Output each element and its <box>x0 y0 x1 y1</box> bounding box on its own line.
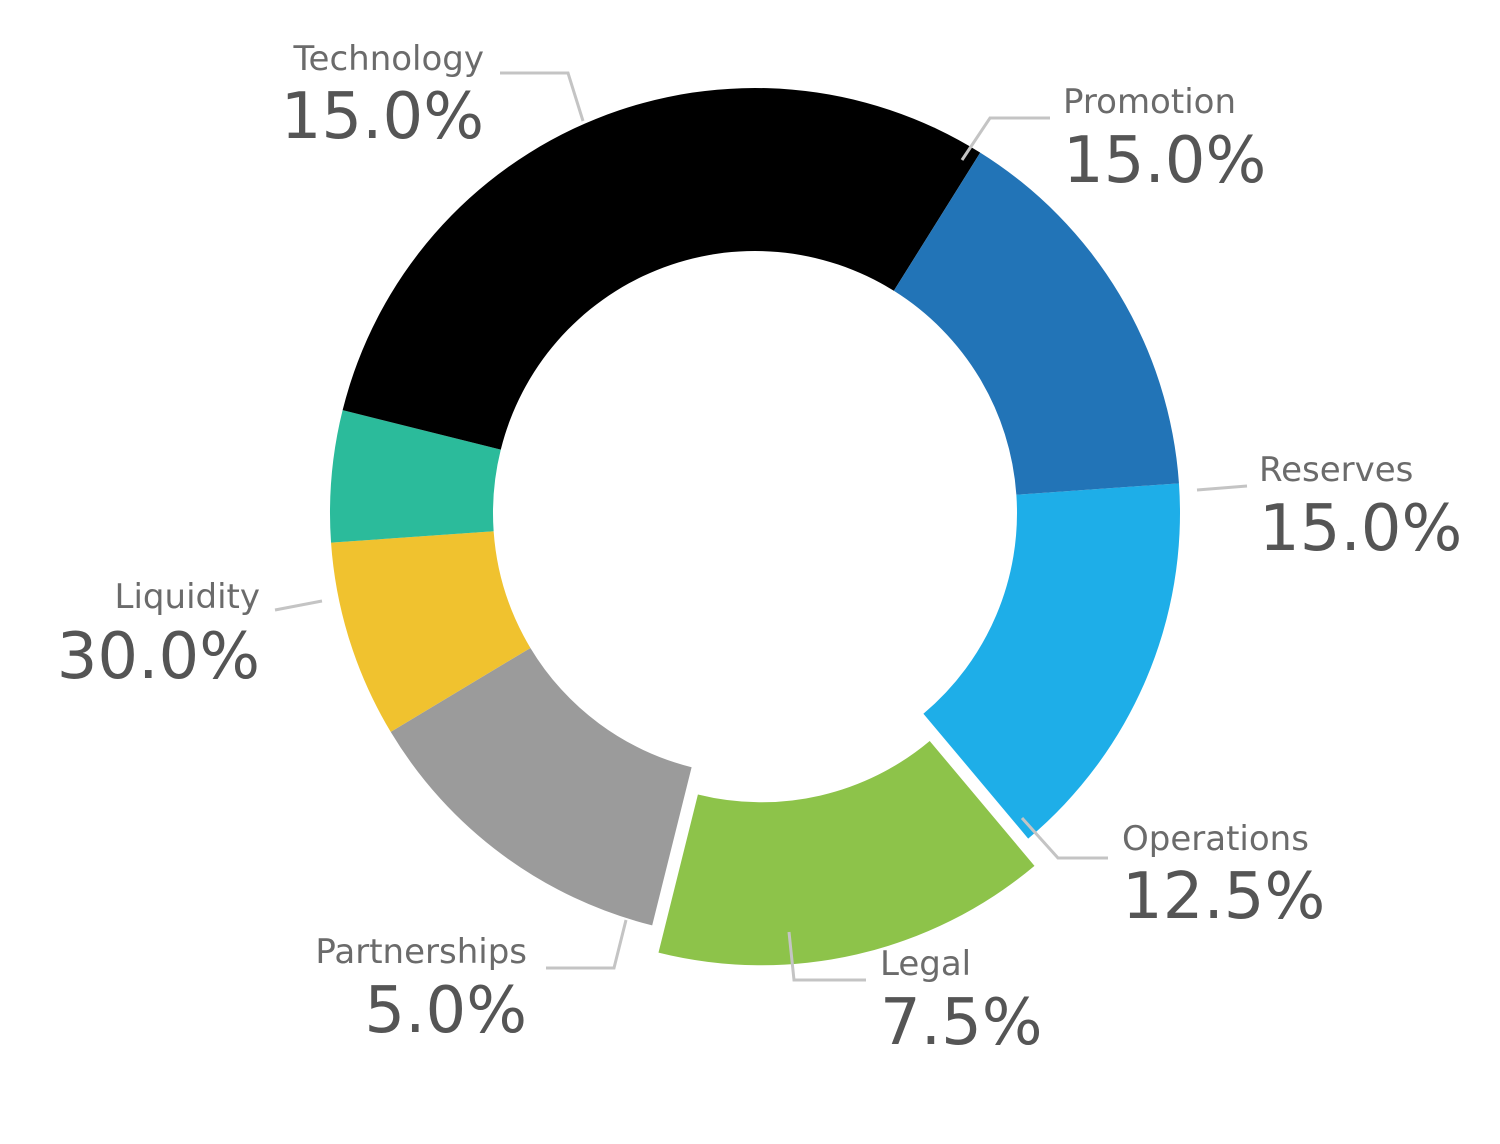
slice-legal <box>331 531 531 732</box>
slice-value-reserves: 15.0% <box>1259 492 1462 566</box>
slice-value-partnerships: 5.0% <box>364 974 527 1048</box>
slice-value-operations: 12.5% <box>1122 860 1325 934</box>
slice-label-liquidity: Liquidity <box>115 577 260 617</box>
leader-line-reserves <box>1196 484 1248 492</box>
slice-label-legal: Legal <box>880 944 971 984</box>
slice-value-legal: 7.5% <box>880 986 1043 1060</box>
slice-label-operations: Operations <box>1122 819 1309 859</box>
slice-label-technology: Technology <box>293 39 484 79</box>
slice-label-partnerships: Partnerships <box>315 932 527 972</box>
leader-line-operations <box>1020 816 1108 860</box>
slice-operations <box>390 647 692 926</box>
leader-line-liquidity <box>274 599 323 612</box>
slice-label-promotion: Promotion <box>1063 82 1236 122</box>
slice-value-promotion: 15.0% <box>1063 124 1266 198</box>
slice-promotion <box>923 483 1180 839</box>
slice-liquidity <box>342 87 981 450</box>
slice-technology <box>893 152 1179 495</box>
slice-labels: Promotion15.0%Reserves15.0%Operations12.… <box>57 39 1463 1060</box>
leader-line-legal <box>787 931 866 982</box>
leader-line-technology <box>500 71 585 122</box>
leader-line-partnerships <box>546 919 628 970</box>
leader-lines <box>274 71 1248 982</box>
donut-slices <box>330 87 1180 966</box>
slice-value-liquidity: 30.0% <box>57 620 260 694</box>
slice-value-technology: 15.0% <box>281 80 484 154</box>
leader-line-promotion <box>960 116 1050 161</box>
slice-partnerships <box>330 410 501 543</box>
slice-reserves <box>658 740 1035 966</box>
slice-label-reserves: Reserves <box>1259 450 1413 490</box>
